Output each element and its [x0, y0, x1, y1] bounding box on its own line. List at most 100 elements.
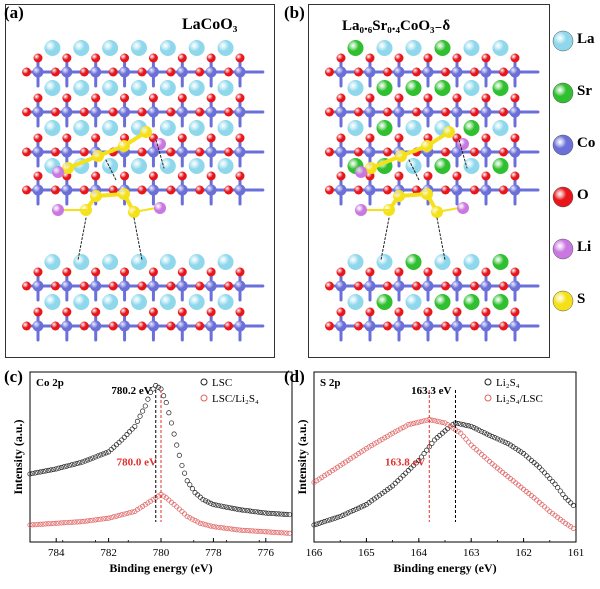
oxygen-atom: [354, 281, 363, 291]
data-point: [234, 506, 240, 512]
oxygen-atom: [423, 93, 433, 103]
data-point: [82, 458, 88, 464]
data-point: [129, 509, 135, 515]
data-point: [53, 466, 59, 472]
data-point: [98, 516, 104, 522]
cobalt-atom: [234, 66, 246, 78]
data-point: [271, 529, 277, 535]
data-point: [335, 464, 341, 470]
data-point: [106, 515, 112, 521]
data-point: [166, 410, 172, 416]
data-point: [263, 529, 269, 535]
oxygen-atom: [510, 133, 520, 143]
oxygen-atom: [441, 147, 450, 157]
oxygen-atom: [499, 147, 508, 157]
legend-label-li: Li: [577, 239, 592, 255]
lanthanum-atom: [131, 80, 147, 96]
oxygen-atom: [166, 281, 176, 291]
oxygen-atom: [137, 107, 147, 117]
oxygen-atom: [224, 147, 234, 157]
data-point: [314, 521, 320, 527]
data-point: [355, 451, 362, 457]
strontium-atom: [434, 80, 451, 96]
oxygen-atom: [510, 171, 520, 181]
data-point: [150, 386, 156, 392]
data-point: [247, 508, 253, 514]
oxygen-atom: [33, 93, 43, 103]
data-point: [395, 478, 401, 484]
oxygen-atom: [365, 267, 375, 277]
data-point: [494, 436, 500, 442]
cobalt-atom: [119, 66, 131, 78]
oxygen-atom: [354, 147, 363, 157]
oxygen-atom: [195, 147, 205, 157]
cobalt-atom: [422, 106, 434, 118]
data-point: [544, 473, 550, 479]
data-point: [27, 471, 33, 477]
legend-label-s: S: [577, 291, 586, 307]
data-point: [476, 427, 482, 433]
oxygen-atom: [137, 67, 147, 77]
data-point: [134, 507, 140, 513]
oxygen-atom: [195, 185, 205, 195]
oxygen-atom: [137, 185, 147, 195]
data-point: [258, 528, 264, 535]
lanthanum-atom: [492, 120, 509, 136]
oxygen-atom: [91, 171, 101, 181]
data-point: [74, 519, 80, 525]
oxygen-atom: [452, 171, 462, 181]
oxygen-atom: [499, 107, 508, 117]
oxygen-atom: [177, 93, 187, 103]
cobalt-atom: [147, 280, 159, 292]
lanthanum-atom: [73, 254, 90, 270]
data-point: [369, 442, 375, 448]
lanthanum-atom: [405, 40, 422, 56]
cobalt-atom: [422, 280, 434, 292]
legend-entry: Li₂S₄/LSC: [496, 393, 543, 405]
data-point: [278, 511, 285, 517]
data-point: [189, 516, 195, 522]
oxygen-atom: [325, 185, 334, 195]
lanthanum-atom: [188, 120, 205, 136]
data-point: [557, 488, 563, 494]
strontium-atom: [463, 120, 480, 136]
oxygen-atom: [148, 307, 158, 317]
data-point: [268, 510, 274, 516]
oxygen-atom: [166, 107, 176, 117]
cobalt-atom: [451, 280, 463, 292]
oxygen-atom: [365, 53, 375, 63]
legend-swatch-s: [552, 290, 574, 312]
data-point: [64, 463, 70, 469]
oxygen-atom: [148, 171, 158, 181]
data-point: [411, 420, 417, 426]
data-point: [61, 520, 67, 526]
oxygen-atom: [50, 185, 60, 195]
cobalt-atom: [509, 184, 521, 196]
panel-b-letter: (b): [284, 3, 305, 22]
data-point: [400, 424, 406, 431]
data-point: [229, 526, 235, 532]
data-point: [321, 519, 328, 525]
x-tick-label: 166: [306, 547, 323, 559]
data-point: [79, 459, 85, 465]
data-point: [229, 505, 235, 511]
x-tick-label: 164: [411, 547, 428, 559]
structure-lacoo3: [22, 40, 265, 342]
data-point: [200, 521, 206, 527]
x-tick-label: 162: [515, 547, 532, 559]
data-point: [92, 517, 99, 523]
oxygen-atom: [108, 107, 118, 117]
legend-label-la: La: [577, 31, 595, 47]
oxygen-atom: [383, 107, 392, 117]
oxygen-atom: [224, 321, 234, 331]
data-point: [345, 457, 351, 463]
lanthanum-atom: [188, 80, 205, 96]
lanthanum-atom: [463, 80, 480, 96]
cobalt-atom: [32, 184, 44, 196]
oxygen-atom: [62, 307, 72, 317]
data-point: [460, 422, 466, 428]
lanthanum-atom: [217, 80, 234, 96]
cobalt-atom: [32, 66, 44, 78]
data-point: [484, 456, 490, 462]
cobalt-atom: [90, 66, 102, 78]
